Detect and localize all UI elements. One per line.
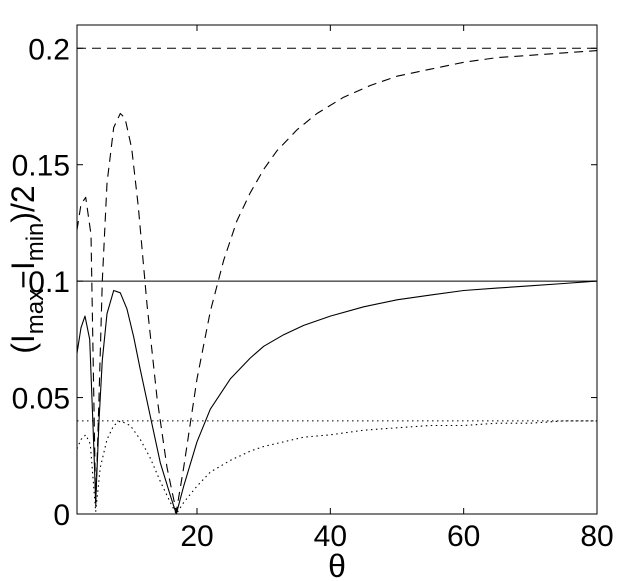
- y-axis-label: (Imax−Imin)/2: [5, 185, 49, 353]
- x-tick-label: 60: [447, 520, 480, 553]
- y-tick-label: 0.2: [28, 33, 70, 66]
- plot-frame: [76, 24, 598, 515]
- tick-group: 20 40 60 80 0 0.05 0.1 0.15 0.2: [12, 25, 614, 553]
- x-tick-label: 20: [180, 520, 213, 553]
- x-tick-label: 40: [314, 520, 347, 553]
- y-tick-label: 0: [53, 499, 70, 532]
- y-tick-label: 0.05: [12, 383, 70, 416]
- y-tick-label: 0.15: [12, 150, 70, 183]
- y-tick-label: 0.1: [28, 266, 70, 299]
- x-tick-label: 80: [580, 520, 613, 553]
- series-line-solid: [76, 280, 598, 515]
- x-axis-label: θ: [328, 548, 346, 581]
- series-line-dashed: [76, 50, 598, 513]
- plot-area: [76, 47, 598, 515]
- series-line-dotted: [76, 420, 597, 515]
